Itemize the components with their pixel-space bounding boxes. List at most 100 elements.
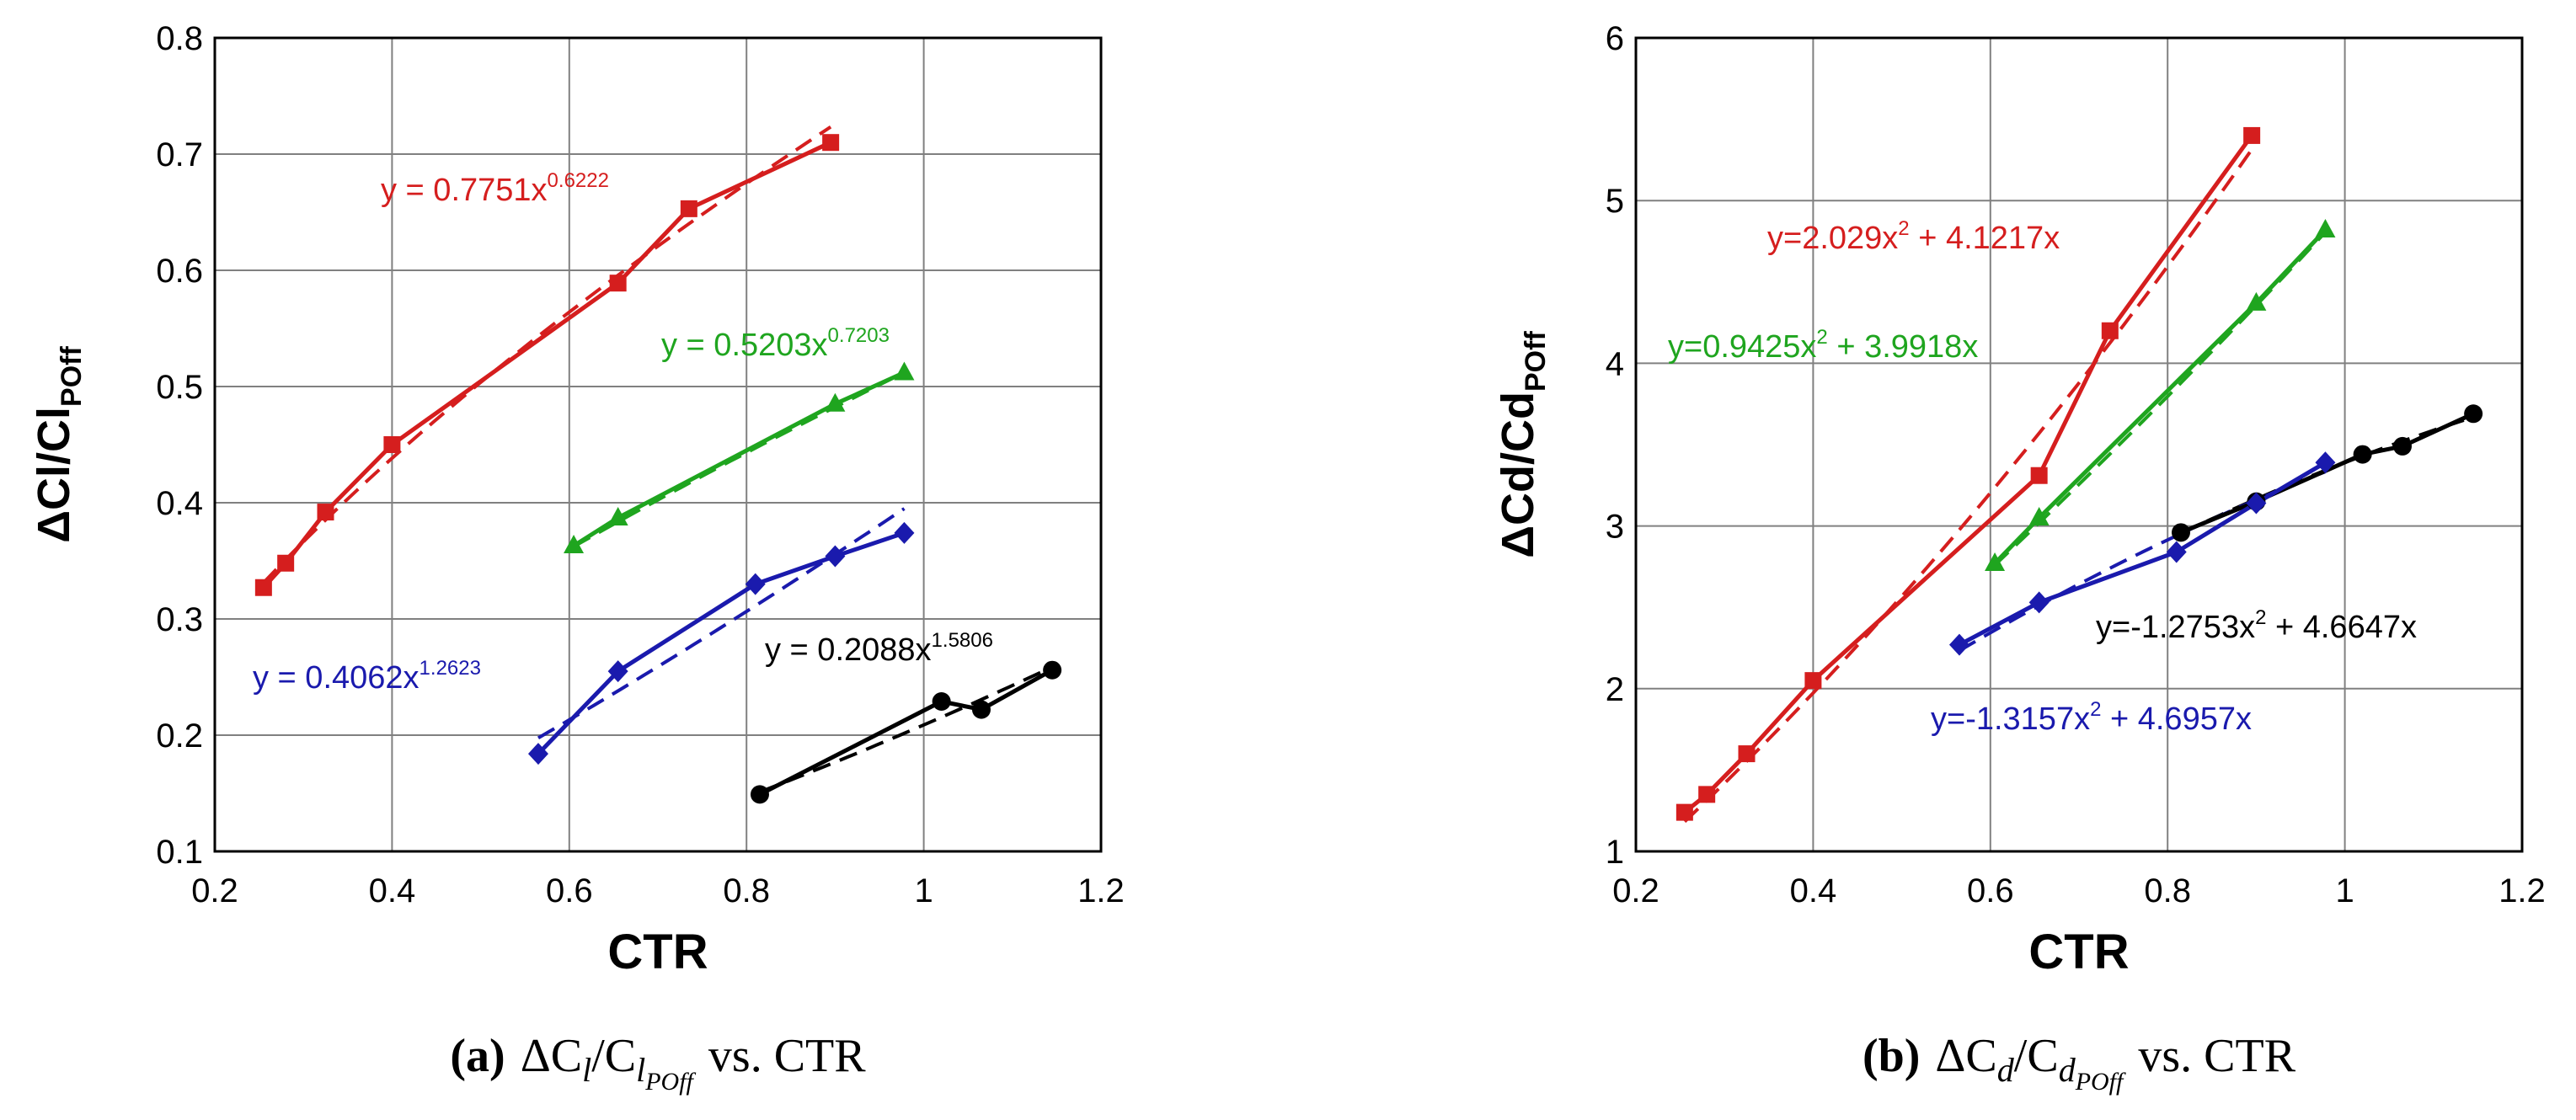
marker-blue xyxy=(2315,451,2336,474)
y-axis-label-b-main: ΔCd/Cd xyxy=(1493,392,1543,558)
markers-b xyxy=(1675,126,2483,821)
series-line-black xyxy=(758,668,1054,797)
y-tick-labels-b: 1 2 3 4 5 6 xyxy=(1606,20,1624,871)
marker-green xyxy=(607,506,628,525)
marker-blue xyxy=(1948,633,1969,656)
marker-red xyxy=(254,579,272,596)
y-axis-label-b-sub: POff xyxy=(1520,331,1552,392)
y-tick-label: 1 xyxy=(1606,834,1624,871)
marker-red xyxy=(2243,126,2261,144)
x-tick-label: 0.2 xyxy=(191,872,238,909)
y-tick-label: 0.5 xyxy=(156,369,203,406)
marker-red xyxy=(2030,467,2048,484)
marker-red xyxy=(1738,745,1756,763)
marker-blue xyxy=(2246,492,2267,515)
marker-red xyxy=(1675,803,1693,821)
series-line-green xyxy=(572,371,906,548)
marker-green xyxy=(825,392,846,412)
y-tick-label: 0.7 xyxy=(156,136,203,173)
marker-red xyxy=(277,554,295,572)
fit-line-blue xyxy=(537,507,906,740)
panel-a: 0.2 0.4 0.6 0.8 1 1.2 0.1 0.2 0.3 0.4 0.5 0.6 0.7 0.… xyxy=(29,20,1125,1096)
panel-b: 0.2 0.4 0.6 0.8 1 1.2 1 2 3 4 5 6 CTR ΔCd/CdPOff y… xyxy=(1493,20,2546,1096)
y-tick-label: 5 xyxy=(1606,183,1624,220)
x-tick-label: 1.2 xyxy=(1077,872,1125,909)
fit-label-green-a: y = 0.5203x0.7203 xyxy=(661,324,890,363)
marker-red xyxy=(317,504,334,521)
x-axis-label-b: CTR xyxy=(2028,925,2129,979)
marker-blue xyxy=(607,660,628,683)
marker-black xyxy=(2353,445,2372,464)
fit-label-black-b: y=-1.2753x2 + 4.6647x xyxy=(2096,606,2417,645)
x-tick-label: 0.6 xyxy=(1967,872,2014,909)
x-tick-labels-a: 0.2 0.4 0.6 0.8 1 1.2 xyxy=(191,872,1125,909)
fit-line-blue xyxy=(1958,470,2327,653)
marker-green xyxy=(2315,218,2336,237)
series-line-black xyxy=(2180,412,2475,535)
fit-line-black xyxy=(759,665,1053,794)
plot-frame-a xyxy=(213,36,1103,853)
fit-label-red-b: y=2.029x2 + 4.1217x xyxy=(1767,217,2060,256)
grid-a xyxy=(214,37,1102,852)
marker-red xyxy=(822,134,840,152)
plot-frame-b xyxy=(1634,36,2524,853)
y-tick-labels-a: 0.1 0.2 0.3 0.4 0.5 0.6 0.7 0.8 xyxy=(156,20,203,871)
fit-line-red xyxy=(1683,148,2253,824)
marker-red xyxy=(609,275,627,292)
markers-a xyxy=(254,134,1062,804)
x-tick-label: 1.2 xyxy=(2499,872,2546,909)
marker-black xyxy=(1043,660,1062,680)
y-tick-label: 0.1 xyxy=(156,834,203,871)
caption-b: (b) ΔCd/CdPOff vs. CTR xyxy=(1863,1030,2296,1096)
fit-label-green-b: y=0.9425x2 + 3.9918x xyxy=(1668,326,1978,365)
fit-label-blue-a: y = 0.4062x1.2623 xyxy=(253,657,481,696)
x-tick-label: 0.8 xyxy=(723,872,770,909)
marker-blue xyxy=(527,743,548,765)
marker-blue xyxy=(894,521,915,544)
marker-blue xyxy=(2166,541,2187,563)
x-tick-label: 0.4 xyxy=(369,872,416,909)
y-axis-label-a-main: ΔCl/Cl xyxy=(29,407,79,543)
x-tick-label: 0.8 xyxy=(2144,872,2191,909)
marker-black xyxy=(750,785,769,804)
fit-label-blue-b: y=-1.3157x2 + 4.6957x xyxy=(1931,698,2252,737)
marker-red xyxy=(1698,786,1716,803)
y-tick-label: 2 xyxy=(1606,671,1624,708)
x-tick-label: 0.4 xyxy=(1790,872,1837,909)
marker-black xyxy=(932,691,951,711)
y-tick-label: 3 xyxy=(1606,509,1624,546)
fit-label-red-a: y = 0.7751x0.6222 xyxy=(381,169,609,208)
y-axis-label-b: ΔCd/CdPOff xyxy=(1493,331,1552,558)
marker-black xyxy=(2464,404,2483,424)
y-tick-label: 0.2 xyxy=(156,717,203,755)
marker-blue xyxy=(2028,591,2050,614)
fit-label-black-a: y = 0.2088x1.5806 xyxy=(765,629,993,668)
fit-line-red xyxy=(262,125,832,584)
marker-red xyxy=(680,200,697,217)
marker-green xyxy=(2028,506,2050,525)
series-line-green xyxy=(1993,228,2327,565)
marker-green xyxy=(564,535,585,554)
series-line-red xyxy=(262,140,832,589)
x-tick-label: 1 xyxy=(2335,872,2354,909)
marker-green xyxy=(1985,552,2006,572)
marker-blue xyxy=(745,573,766,595)
y-tick-label: 4 xyxy=(1606,345,1624,382)
y-tick-label: 0.3 xyxy=(156,601,203,638)
y-axis-label-a: ΔCl/ClPOff xyxy=(29,346,88,543)
marker-red xyxy=(383,436,401,453)
x-tick-label: 0.2 xyxy=(1612,872,1659,909)
x-axis-label-a: CTR xyxy=(607,925,708,979)
marker-black xyxy=(2171,523,2190,542)
marker-green xyxy=(894,361,915,381)
y-axis-label-a-sub: POff xyxy=(56,346,88,407)
marker-black xyxy=(2392,436,2412,456)
y-tick-label: 6 xyxy=(1606,20,1624,57)
y-tick-label: 0.4 xyxy=(156,485,203,522)
x-tick-labels-b: 0.2 0.4 0.6 0.8 1 1.2 xyxy=(1612,872,2546,909)
x-tick-label: 1 xyxy=(914,872,933,909)
marker-green xyxy=(2246,291,2267,311)
y-tick-label: 0.6 xyxy=(156,253,203,290)
y-tick-label: 0.8 xyxy=(156,20,203,57)
